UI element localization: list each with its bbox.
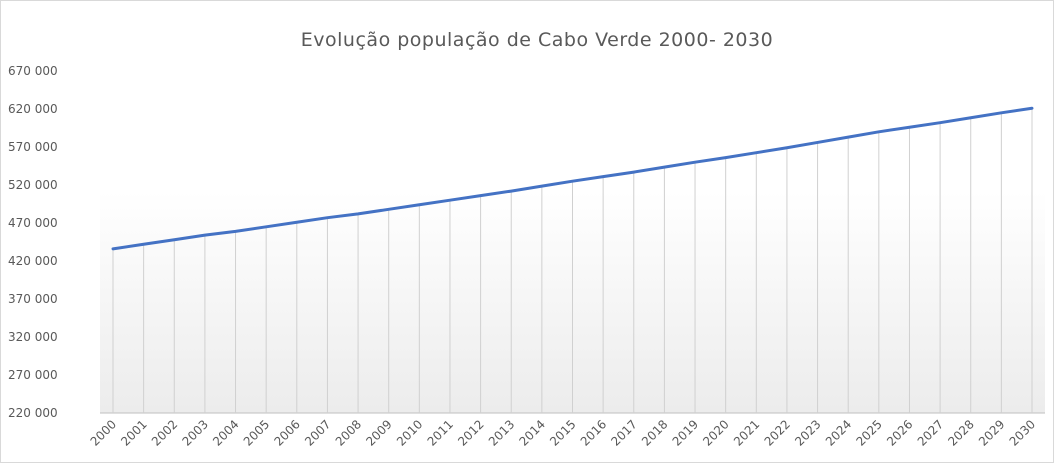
y-tick-label: 370 000 (8, 292, 58, 306)
y-tick-label: 570 000 (8, 140, 58, 154)
y-tick-label: 270 000 (8, 368, 58, 382)
y-tick-label: 520 000 (8, 178, 58, 192)
y-tick-label: 620 000 (8, 102, 58, 116)
chart-title: Evolução população de Cabo Verde 2000- 2… (301, 29, 773, 51)
y-tick-label: 320 000 (8, 330, 58, 344)
y-tick-label: 420 000 (8, 254, 58, 268)
series-line (111, 106, 1034, 251)
y-tick-label: 470 000 (8, 216, 58, 230)
y-tick-label: 670 000 (8, 64, 58, 78)
y-tick-label: 220 000 (8, 406, 58, 420)
